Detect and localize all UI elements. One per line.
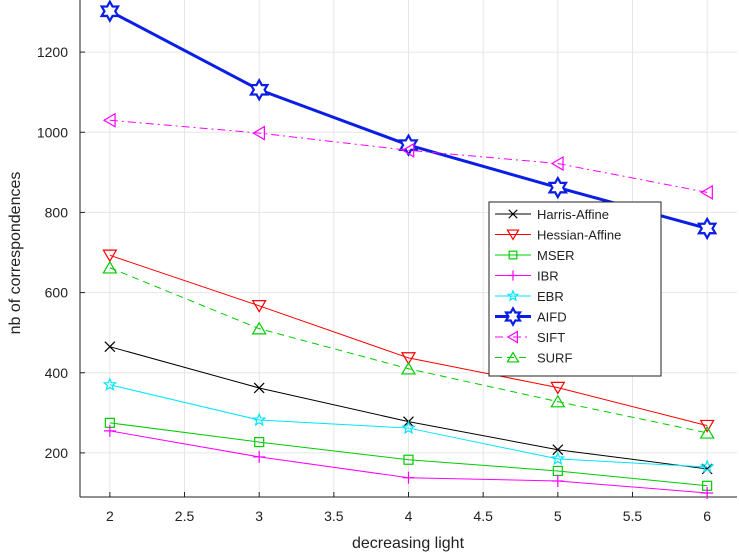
- data-point: [550, 394, 566, 408]
- series-aifd: [99, 0, 718, 241]
- data-point: [401, 420, 416, 435]
- series-ebr: [102, 377, 715, 474]
- legend-item: IBR: [495, 269, 559, 284]
- legend-item: SIFT: [495, 330, 565, 345]
- data-point: [401, 142, 415, 158]
- legend-marker: [508, 250, 518, 260]
- series-hessian-affine: [102, 249, 715, 433]
- data-point: [251, 300, 267, 313]
- legend-label: SURF: [537, 351, 572, 366]
- legend-item: EBR: [495, 289, 564, 304]
- series-ibr: [103, 424, 714, 499]
- data-point: [102, 377, 118, 391]
- data-point: [551, 474, 564, 487]
- legend-label: IBR: [537, 269, 559, 284]
- x-tick-label: 2: [106, 508, 114, 524]
- series-line: [109, 384, 708, 468]
- legend-marker: [506, 351, 520, 363]
- data-point: [398, 133, 419, 157]
- series-line: [109, 267, 708, 434]
- series-line: [109, 254, 708, 427]
- data-point: [701, 486, 714, 499]
- data-point: [699, 459, 715, 474]
- series-line: [109, 422, 708, 487]
- legend-label: EBR: [537, 289, 564, 304]
- legend-item: Hessian-Affine: [495, 228, 621, 243]
- data-point: [699, 419, 715, 433]
- data-point: [99, 0, 121, 23]
- data-point: [552, 444, 564, 456]
- x-tick-label: 5.5: [623, 508, 643, 524]
- legend-marker: [506, 289, 520, 302]
- legend-marker: [506, 229, 520, 241]
- x-tick-label: 3.5: [324, 508, 344, 524]
- legend-label: MSER: [537, 248, 575, 263]
- legend-label: AIFD: [537, 310, 567, 325]
- data-point: [550, 381, 566, 395]
- legend-item: Harris-Affine: [495, 207, 609, 222]
- legend-marker: [504, 306, 522, 327]
- data-point: [102, 112, 116, 128]
- data-point: [550, 451, 566, 466]
- data-point: [252, 125, 265, 141]
- data-point: [253, 382, 265, 394]
- x-tick-label: 5: [554, 508, 562, 524]
- data-point: [102, 249, 118, 263]
- x-tick-label: 6: [703, 508, 711, 524]
- legend-label: Hessian-Affine: [537, 228, 621, 243]
- x-tick-label: 4: [405, 508, 413, 524]
- data-point: [699, 425, 715, 439]
- x-tick-label: 2.5: [175, 508, 195, 524]
- x-tick-label: 4.5: [473, 508, 493, 524]
- data-point: [104, 341, 116, 353]
- series-surf: [102, 260, 715, 439]
- y-tick-label: 1000: [37, 124, 68, 140]
- series-line: [109, 119, 708, 193]
- y-tick-label: 800: [45, 204, 69, 220]
- data-point: [251, 321, 267, 335]
- y-tick-label: 600: [45, 285, 69, 301]
- legend-item: SURF: [495, 351, 572, 366]
- legend-marker: [506, 330, 519, 344]
- x-tick-label: 3: [255, 508, 263, 524]
- x-axis-title: decreasing light: [352, 535, 465, 552]
- axis-ticks: 2 2.5 3 3.5 4 4.5 5 5.5 6 200 400 600 800 1000 1200: [37, 44, 711, 524]
- legend-label: SIFT: [537, 330, 565, 345]
- legend-item: MSER: [495, 248, 575, 263]
- data-point: [550, 155, 564, 172]
- y-tick-label: 200: [45, 445, 69, 461]
- data-point: [700, 184, 713, 200]
- legend-marker: [508, 209, 518, 219]
- legend-label: Harris-Affine: [537, 207, 609, 222]
- legend-marker: [507, 270, 519, 281]
- legend-item: AIFD: [495, 306, 567, 327]
- data-point: [254, 436, 265, 448]
- data-point: [103, 424, 116, 437]
- data-point: [696, 216, 718, 241]
- y-tick-label: 400: [45, 365, 69, 381]
- data-point: [251, 412, 267, 427]
- data-point: [400, 361, 417, 375]
- legend: Harris-Affine Hessian-Affine MSER IBR EBR AIF…: [488, 201, 662, 377]
- series-sift: [102, 112, 713, 200]
- data-point: [102, 260, 118, 274]
- data-point: [403, 454, 414, 465]
- data-point: [248, 78, 270, 102]
- data-point: [400, 352, 417, 365]
- y-axis-title: nb of correspondences: [7, 172, 24, 335]
- data-point: [402, 471, 415, 484]
- data-point: [547, 175, 569, 200]
- series-group: [99, 0, 718, 499]
- data-point: [253, 450, 266, 463]
- y-tick-label: 1200: [37, 44, 68, 60]
